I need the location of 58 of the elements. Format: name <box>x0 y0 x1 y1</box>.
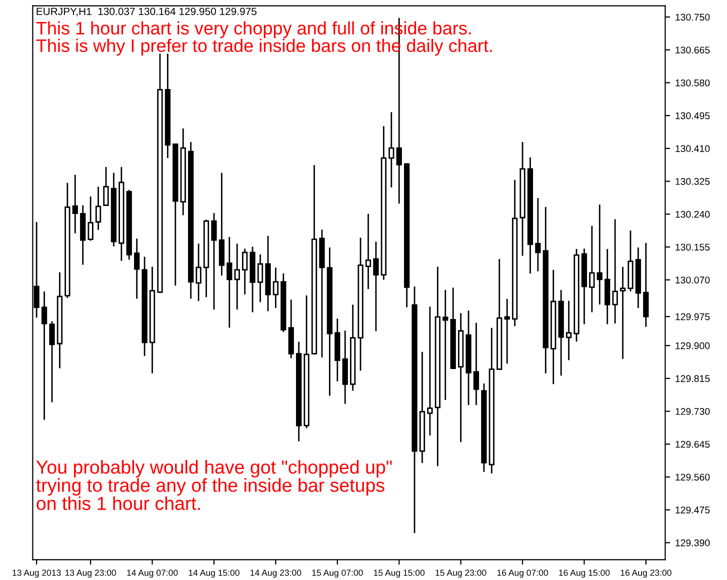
candlestick <box>373 242 379 332</box>
annotation: EURJPY,H1 130.037 130.164 129.950 129.975 <box>36 8 256 16</box>
y-tick-label: 130.070 <box>676 276 710 284</box>
candlestick <box>612 219 618 324</box>
candlestick <box>596 204 602 305</box>
candlestick <box>272 268 278 308</box>
candlestick <box>566 300 572 360</box>
candlestick <box>242 248 248 294</box>
candlestick <box>473 322 480 406</box>
candlestick <box>211 213 217 310</box>
y-tick-label: 129.390 <box>676 539 710 546</box>
x-tick-label: 16 Aug 23:00 <box>620 570 672 578</box>
candlestick <box>41 292 48 420</box>
y-tick-label: 130.750 <box>676 14 710 21</box>
y-tick-label: 129.730 <box>676 408 710 415</box>
y-tick-label: 130.580 <box>676 79 710 86</box>
candlestick <box>643 242 649 327</box>
y-tick-label: 129.815 <box>676 375 710 382</box>
x-tick-label: 13 Aug 23:00 <box>65 570 116 578</box>
x-tick-label: 13 Aug 2013 <box>12 570 61 578</box>
candlestick <box>504 298 510 364</box>
y-tick-label: 130.325 <box>676 178 710 185</box>
candlestick <box>72 174 78 234</box>
y-tick-label: 130.495 <box>676 112 710 120</box>
x-tick-label: 14 Aug 23:00 <box>250 570 302 578</box>
annotation: You probably would have got "chopped up" trying to trade any of the inside bar setups on this 1 hour chart. <box>36 460 392 510</box>
candlestick <box>196 244 202 302</box>
candlestick <box>427 306 433 436</box>
candlestick <box>589 226 595 312</box>
y-tick-label: 130.410 <box>676 145 710 152</box>
y-tick-label: 129.645 <box>676 440 710 448</box>
y-tick-label: 129.475 <box>676 506 710 514</box>
y-tick-label: 130.240 <box>676 210 710 218</box>
x-tick-label: 16 Aug 07:00 <box>497 570 548 578</box>
y-tick-label: 129.900 <box>676 342 710 350</box>
x-tick-label: 15 Aug 15:00 <box>374 570 425 578</box>
x-tick-label: 15 Aug 23:00 <box>436 570 486 578</box>
candlestick <box>365 214 372 290</box>
x-tick-label: 14 Aug 15:00 <box>188 570 240 578</box>
candlestick <box>103 167 109 206</box>
candlestick <box>49 321 55 402</box>
candlestick <box>388 112 394 188</box>
candlestick <box>234 244 240 310</box>
y-tick-label: 129.560 <box>676 474 710 481</box>
y-tick-label: 130.665 <box>676 46 710 54</box>
candlestick <box>620 266 626 360</box>
candlestick <box>88 196 94 241</box>
candlestick <box>442 290 448 400</box>
candlestick <box>257 254 264 302</box>
candlestick <box>134 238 140 299</box>
x-tick-label: 16 Aug 15:00 <box>559 570 610 578</box>
x-tick-label: 14 Aug 07:00 <box>127 570 178 578</box>
y-tick-label: 130.155 <box>676 244 710 251</box>
candlestick <box>226 237 232 328</box>
y-tick-label: 129.975 <box>676 313 710 320</box>
candlestick <box>95 186 102 230</box>
candlestick <box>535 198 541 272</box>
x-tick-label: 15 Aug 07:00 <box>312 570 363 578</box>
